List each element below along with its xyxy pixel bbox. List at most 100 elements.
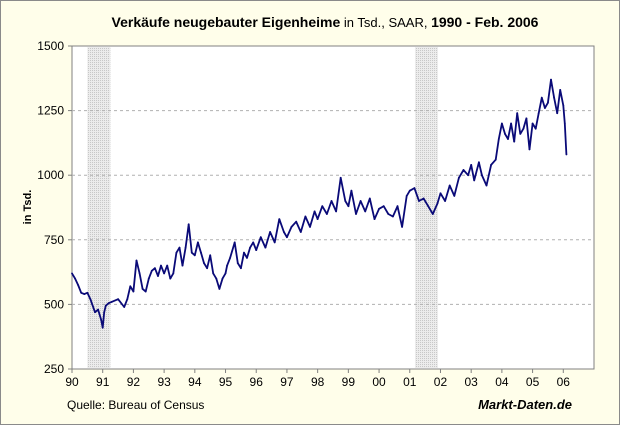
data-point: [74, 277, 76, 280]
data-point: [562, 104, 565, 107]
data-point: [200, 251, 202, 254]
data-point: [427, 205, 430, 208]
data-point: [373, 218, 376, 221]
source-note: Quelle: Bureau of Census: [67, 398, 204, 412]
recession-band-0: [87, 47, 111, 368]
data-point: [150, 269, 153, 272]
x-tick-label: 02: [434, 375, 448, 389]
data-point: [184, 246, 187, 249]
data-point: [264, 246, 267, 249]
y-axis-label: in Tsd.: [22, 190, 34, 225]
data-point: [481, 174, 483, 177]
data-point: [378, 207, 380, 210]
data-point: [309, 226, 311, 228]
data-point: [80, 291, 83, 294]
data-point: [278, 218, 281, 221]
data-point: [364, 210, 367, 213]
data-point: [135, 259, 138, 262]
data-point: [396, 205, 399, 208]
data-point: [401, 226, 403, 228]
data-point: [295, 220, 298, 223]
data-point: [104, 304, 107, 307]
data-point: [431, 213, 434, 215]
data-point: [126, 298, 129, 301]
data-point: [405, 195, 408, 197]
data-point: [160, 264, 162, 267]
data-point: [321, 205, 324, 208]
data-point: [89, 298, 92, 301]
data-point: [565, 153, 568, 156]
data-point: [129, 285, 132, 288]
data-point: [556, 112, 559, 115]
data-point: [316, 218, 319, 221]
data-point: [494, 158, 497, 161]
data-point: [547, 101, 549, 104]
x-tick-label: 92: [127, 375, 141, 389]
data-point: [497, 138, 500, 140]
data-point: [246, 257, 248, 259]
data-point: [418, 200, 420, 202]
grid-lines: [72, 110, 594, 305]
x-tick-label: 95: [219, 375, 233, 389]
data-point: [83, 293, 86, 295]
data-point: [209, 254, 212, 257]
data-point: [172, 272, 175, 275]
data-point: [359, 200, 362, 202]
data-point: [553, 96, 555, 99]
data-point: [516, 112, 519, 115]
x-tick-label: 99: [342, 375, 356, 389]
data-point: [236, 262, 239, 264]
data-point: [103, 311, 106, 314]
data-point: [117, 298, 119, 301]
data-point: [444, 200, 446, 202]
data-point: [439, 192, 442, 195]
data-point: [335, 210, 337, 213]
y-tick-label: 750: [44, 233, 64, 247]
data-point: [448, 184, 451, 187]
data-point: [163, 272, 166, 275]
data-point: [193, 254, 196, 257]
data-point: [240, 267, 242, 270]
data-point: [408, 189, 411, 192]
y-tick-label: 1500: [37, 39, 64, 53]
data-point: [132, 290, 135, 293]
data-point: [77, 284, 79, 286]
data-point: [147, 277, 150, 280]
data-point: [283, 231, 285, 233]
data-point: [197, 241, 199, 244]
data-point: [101, 326, 104, 329]
plot-area: [71, 45, 595, 370]
data-point: [123, 306, 126, 308]
data-point: [525, 117, 528, 120]
data-point: [387, 213, 390, 215]
data-point: [563, 122, 566, 125]
data-point: [347, 205, 350, 208]
data-point: [382, 205, 385, 208]
data-point: [330, 200, 333, 202]
data-point: [107, 302, 110, 304]
data-point: [233, 241, 236, 244]
x-tick-label: 05: [526, 375, 540, 389]
data-point: [157, 275, 159, 277]
data-point: [392, 215, 394, 218]
data-point: [97, 308, 99, 311]
data-point: [528, 148, 531, 151]
data-point: [249, 246, 252, 249]
x-axis-ticks: 90 91 92 93 94 95 96 97 98 99 00 01 02 03 04 05 06: [65, 369, 570, 389]
data-point: [540, 96, 543, 99]
data-point: [510, 122, 512, 125]
data-point: [259, 236, 262, 239]
data-point: [531, 122, 534, 125]
data-point: [141, 288, 144, 290]
data-point: [226, 264, 229, 267]
data-point: [504, 133, 506, 135]
data-point: [169, 277, 172, 280]
data-point: [413, 187, 416, 190]
chart-title-part-2: 1990 - Feb. 2006: [431, 14, 539, 30]
data-point: [513, 140, 516, 143]
chart-title-part-0: Verkäufe neugebauter Eigenheime: [112, 14, 341, 30]
data-point: [485, 184, 488, 187]
x-tick-label: 01: [403, 375, 417, 389]
data-point: [212, 272, 215, 275]
